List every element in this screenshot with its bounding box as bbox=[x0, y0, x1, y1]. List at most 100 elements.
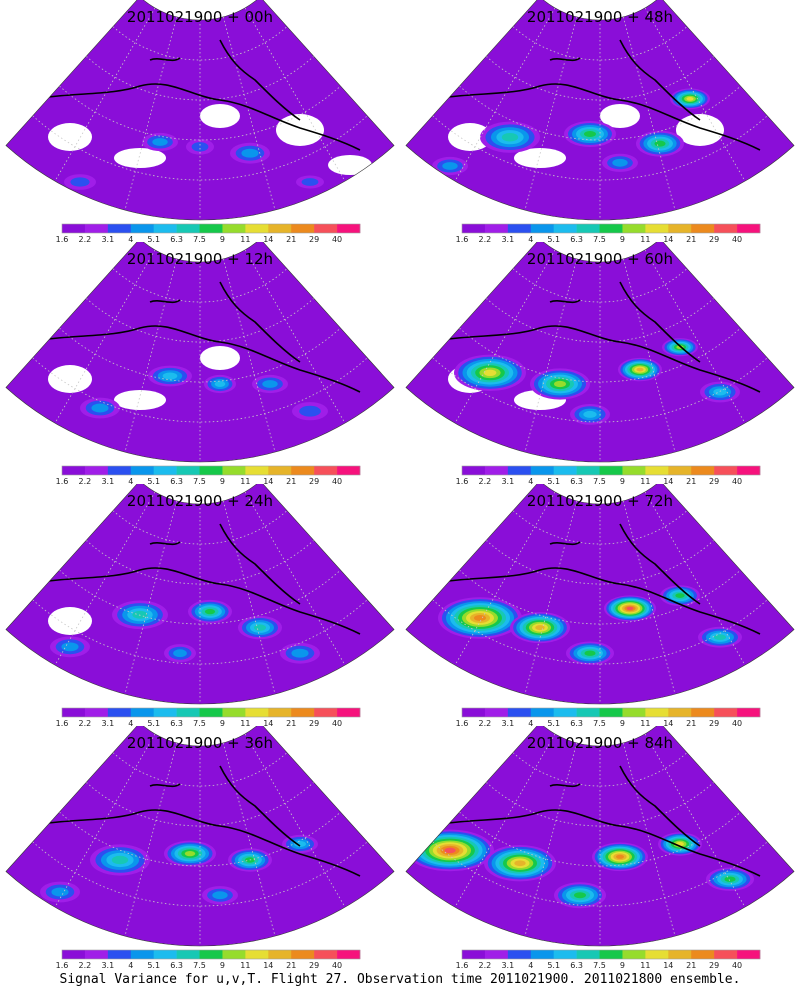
colorbar-label: 29 bbox=[309, 235, 319, 244]
variance-contour bbox=[162, 372, 178, 380]
colorbar-swatch bbox=[268, 224, 292, 233]
colorbar-swatch bbox=[737, 224, 761, 233]
colorbar-swatch bbox=[530, 466, 554, 475]
colorbar-frame bbox=[61, 707, 361, 718]
colorbar-swatch bbox=[484, 224, 509, 233]
colorbar: 1.6 2.2 3.1 4 5.1 6.3 7.5 9 11 14 21 29 40 bbox=[56, 465, 361, 486]
variance-contour bbox=[675, 593, 685, 598]
colorbar-label: 40 bbox=[332, 477, 342, 486]
colorbar-swatch bbox=[130, 708, 154, 717]
variance-contour bbox=[554, 380, 566, 388]
colorbar-swatch bbox=[291, 708, 315, 717]
colorbar-swatch bbox=[553, 708, 577, 717]
colorbar-label: 21 bbox=[686, 961, 696, 970]
colorbar-label: 7.5 bbox=[193, 235, 206, 244]
colorbar-swatch bbox=[714, 466, 738, 475]
missing-data-patch bbox=[114, 390, 166, 410]
variance-map-84h: 1.6 2.2 3.1 4 5.1 6.3 7.5 9 11 14 21 29 40 bbox=[405, 726, 795, 970]
colorbar-swatch bbox=[668, 708, 692, 717]
panel-title: 2011021900 + 84h bbox=[526, 734, 674, 752]
colorbar-swatch bbox=[291, 224, 315, 233]
colorbar-label: 11 bbox=[640, 477, 650, 486]
map-panel-84h: 1.6 2.2 3.1 4 5.1 6.3 7.5 9 11 14 21 29 40 2011021900… bbox=[400, 726, 800, 971]
colorbar-label: 11 bbox=[240, 719, 250, 728]
variance-contour bbox=[301, 178, 319, 186]
colorbar-label: 1.6 bbox=[456, 235, 469, 244]
missing-data-patch bbox=[114, 148, 166, 168]
colorbar-label: 7.5 bbox=[193, 477, 206, 486]
colorbar-swatch bbox=[222, 224, 246, 233]
colorbar-swatch bbox=[668, 466, 692, 475]
colorbar-swatch bbox=[337, 466, 361, 475]
colorbar-label: 9 bbox=[220, 719, 225, 728]
coastline bbox=[429, 523, 761, 635]
colorbar-label: 11 bbox=[240, 477, 250, 486]
colorbar-swatch bbox=[153, 708, 177, 717]
variance-contour bbox=[686, 96, 694, 101]
colorbar-swatch bbox=[176, 466, 200, 475]
variance-contour bbox=[626, 606, 634, 611]
variance-contour bbox=[212, 891, 228, 900]
colorbar-label: 6.3 bbox=[570, 477, 583, 486]
variance-contour bbox=[574, 892, 586, 899]
colorbar-label: 4 bbox=[528, 719, 533, 728]
variance-contour bbox=[724, 876, 736, 882]
colorbar-swatch bbox=[84, 950, 109, 959]
missing-data-patch bbox=[200, 346, 240, 370]
colorbar-label: 7.5 bbox=[593, 961, 606, 970]
colorbar-label: 9 bbox=[620, 477, 625, 486]
colorbar-label: 21 bbox=[686, 235, 696, 244]
variance-contour bbox=[474, 615, 486, 621]
colorbar-label: 2.2 bbox=[479, 961, 492, 970]
colorbar-swatch bbox=[84, 466, 109, 475]
colorbar-swatch bbox=[462, 708, 486, 717]
colorbar-label: 4 bbox=[128, 477, 133, 486]
colorbar-swatch bbox=[622, 950, 646, 959]
colorbar-frame bbox=[61, 223, 361, 234]
map-frame bbox=[405, 484, 795, 705]
coastline bbox=[29, 281, 361, 393]
variance-contour bbox=[294, 840, 306, 848]
colorbar-swatch bbox=[245, 708, 269, 717]
variance-contour bbox=[636, 367, 644, 372]
colorbar-swatch bbox=[176, 708, 200, 717]
colorbar-swatch bbox=[107, 950, 132, 959]
variance-contour bbox=[214, 380, 226, 388]
variance-map-24h: 1.6 2.2 3.1 4 5.1 6.3 7.5 9 11 14 21 29 40 bbox=[5, 484, 395, 728]
colorbar-swatch bbox=[576, 950, 600, 959]
colorbar-label: 3.1 bbox=[501, 477, 514, 486]
colorbar-swatch bbox=[714, 708, 738, 717]
map-frame bbox=[5, 242, 395, 463]
colorbar-swatch bbox=[737, 950, 761, 959]
colorbar-label: 5.1 bbox=[147, 477, 160, 486]
colorbar-label: 4 bbox=[528, 235, 533, 244]
variance-contour bbox=[299, 405, 321, 417]
colorbar-label: 29 bbox=[709, 235, 719, 244]
colorbar-swatch bbox=[737, 466, 761, 475]
colorbar-label: 11 bbox=[640, 235, 650, 244]
colorbar-swatch bbox=[507, 224, 532, 233]
colorbar-swatch bbox=[199, 708, 223, 717]
colorbar-frame bbox=[61, 465, 361, 476]
variance-contour bbox=[262, 380, 278, 388]
colorbar-label: 1.6 bbox=[56, 961, 69, 970]
colorbar-label: 5.1 bbox=[547, 477, 560, 486]
variance-map-36h: 1.6 2.2 3.1 4 5.1 6.3 7.5 9 11 14 21 29 40 bbox=[5, 726, 395, 970]
colorbar-label: 2.2 bbox=[79, 961, 92, 970]
colorbar-label: 29 bbox=[309, 961, 319, 970]
colorbar-swatch bbox=[314, 950, 338, 959]
variance-map-72h: 1.6 2.2 3.1 4 5.1 6.3 7.5 9 11 14 21 29 40 bbox=[405, 484, 795, 728]
colorbar-label: 2.2 bbox=[79, 477, 92, 486]
colorbar-swatch bbox=[599, 466, 623, 475]
colorbar-swatch bbox=[314, 466, 338, 475]
colorbar-label: 5.1 bbox=[547, 235, 560, 244]
variance-contour bbox=[713, 388, 727, 396]
colorbar-swatch bbox=[507, 950, 532, 959]
map-frame bbox=[5, 484, 395, 705]
colorbar-swatch bbox=[645, 224, 669, 233]
colorbar-label: 4 bbox=[128, 961, 133, 970]
graticule bbox=[32, 7, 368, 220]
panel-title: 2011021900 + 24h bbox=[126, 492, 274, 510]
map-panel-72h: 1.6 2.2 3.1 4 5.1 6.3 7.5 9 11 14 21 29 40 2011021900… bbox=[400, 484, 800, 729]
colorbar-label: 6.3 bbox=[170, 961, 183, 970]
